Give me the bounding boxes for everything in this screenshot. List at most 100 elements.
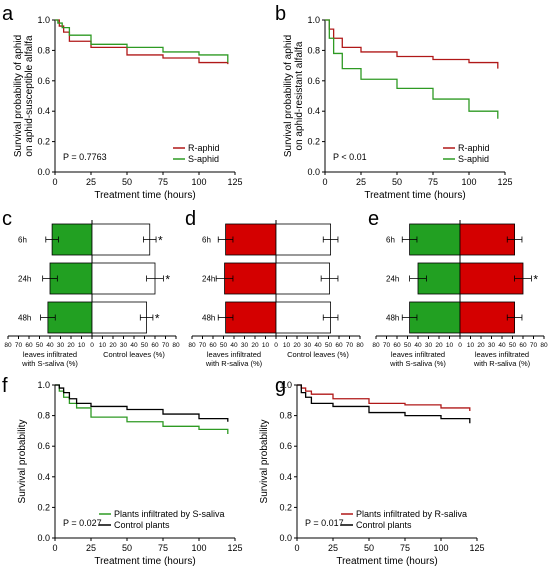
y-tick-label: 1.0	[307, 15, 320, 25]
legend-label: Control plants	[114, 520, 170, 530]
x-tick-label: 70	[530, 342, 538, 349]
x-tick-label: 125	[469, 543, 484, 553]
x-tick-label: 50	[36, 342, 44, 349]
series-line-black	[297, 384, 471, 424]
y-tick-label: 1.0	[279, 380, 292, 390]
category-label: 48h	[202, 314, 215, 323]
y-tick-label: 0.0	[307, 167, 320, 177]
right-axis-label-line1: leaves infiltrated	[475, 350, 529, 359]
survival-chart-a: 0 25 50 75 100 125 0.0 0.2 0.4 0.6 0.8 1.0 Treatment…	[13, 15, 243, 201]
x-tick-label: 100	[461, 177, 476, 187]
x-tick-label: 10	[78, 342, 86, 349]
bar-left	[225, 223, 277, 256]
x-axis-label: Treatment time (hours)	[336, 556, 437, 567]
x-tick-label: 80	[188, 342, 196, 349]
x-tick-label: 70	[199, 342, 207, 349]
p-value-annotation: P = 0.027	[63, 518, 102, 528]
x-tick-label: 40	[314, 342, 322, 349]
x-tick-label: 50	[220, 342, 228, 349]
legend-label: S-aphid	[458, 154, 489, 164]
panel-label-c: c	[2, 208, 12, 230]
x-tick-label: 30	[425, 342, 433, 349]
x-tick-label: 20	[477, 342, 485, 349]
legend-label: Plants infiltrated by R-saliva	[356, 509, 467, 519]
x-tick-label: 25	[356, 177, 366, 187]
x-tick-label: 50	[404, 342, 412, 349]
bar-right	[459, 223, 515, 256]
x-tick-label: 0	[90, 342, 94, 349]
x-tick-label: 75	[400, 543, 410, 553]
category-label: 6h	[202, 236, 211, 245]
series-line-green	[55, 19, 229, 63]
y-tick-label: 0.2	[37, 502, 50, 512]
x-tick-label: 80	[356, 342, 364, 349]
y-tick-label: 0.8	[37, 411, 50, 421]
panel-label-f: f	[2, 375, 8, 397]
x-tick-label: 10	[467, 342, 475, 349]
y-tick-label: 0.4	[279, 472, 292, 482]
y-tick-label: 0.4	[37, 106, 50, 116]
x-tick-label: 80	[372, 342, 380, 349]
x-tick-label: 100	[191, 543, 206, 553]
category-label: 48h	[386, 314, 399, 323]
category-label: 6h	[386, 236, 395, 245]
x-axis-label: Treatment time (hours)	[364, 190, 465, 201]
bar-right	[275, 223, 331, 256]
x-tick-label: 20	[251, 342, 259, 349]
y-tick-label: 0.4	[37, 472, 50, 482]
bar-left	[409, 301, 461, 334]
y-tick-label: 0.8	[279, 411, 292, 421]
legend-label: R-aphid	[458, 143, 490, 153]
legend-label: Plants infiltrated by S-saliva	[114, 509, 225, 519]
x-tick-label: 0	[274, 342, 278, 349]
x-tick-label: 50	[122, 177, 132, 187]
bar-right	[91, 223, 151, 256]
x-tick-label: 60	[209, 342, 217, 349]
survival-chart-b: 0 25 50 75 100 125 0.0 0.2 0.4 0.6 0.8 1.0 Treatment…	[283, 15, 513, 201]
panel-label-a: a	[2, 3, 14, 25]
x-tick-label: 40	[130, 342, 138, 349]
panel-label-d: d	[185, 208, 196, 230]
p-value-annotation: P < 0.01	[333, 152, 367, 162]
x-tick-label: 50	[509, 342, 517, 349]
y-tick-label: 0.0	[37, 167, 50, 177]
bar-right	[275, 262, 330, 295]
significance-star: *	[155, 312, 160, 326]
x-tick-label: 70	[383, 342, 391, 349]
left-axis-label-line1: leaves infiltrated	[391, 350, 445, 359]
y-axis-label-line2: on aphid-resistant alfalfa	[294, 41, 305, 150]
y-tick-label: 0.2	[279, 502, 292, 512]
x-tick-label: 80	[4, 342, 12, 349]
y-tick-label: 0.0	[37, 533, 50, 543]
y-axis-label-line2: on aphid-susceptible alfalfa	[24, 35, 35, 157]
x-tick-label: 25	[86, 543, 96, 553]
x-tick-label: 30	[57, 342, 65, 349]
y-tick-label: 0.2	[307, 137, 320, 147]
y-axis-label: Survival probability	[17, 420, 28, 504]
category-label: 24h	[18, 275, 31, 284]
x-tick-label: 75	[428, 177, 438, 187]
x-tick-label: 40	[46, 342, 54, 349]
x-tick-label: 20	[435, 342, 443, 349]
series-line-red	[55, 19, 229, 65]
p-value-annotation: P = 0.7763	[63, 152, 107, 162]
right-axis-label-line1: Control leaves (%)	[287, 350, 349, 359]
right-axis-label-line1: Control leaves (%)	[103, 350, 165, 359]
bar-left	[225, 301, 277, 334]
x-tick-label: 50	[364, 543, 374, 553]
x-tick-label: 20	[67, 342, 75, 349]
x-tick-label: 75	[158, 177, 168, 187]
x-tick-label: 80	[172, 342, 180, 349]
y-tick-label: 0.6	[37, 76, 50, 86]
x-tick-label: 60	[519, 342, 527, 349]
series-line-green	[325, 19, 499, 119]
bar-right	[459, 301, 515, 334]
bar-right	[459, 262, 524, 295]
legend-label: Control plants	[356, 520, 412, 530]
x-tick-label: 0	[52, 543, 57, 553]
category-label: 24h	[202, 275, 215, 284]
bar-chart-d: 80 70 60 50 40 30 20 10 0 10 20 30 40 50 60 70 806h24h48…	[188, 220, 364, 368]
right-axis-label-line2: with R-saliva (%)	[473, 359, 531, 368]
left-axis-label-line1: leaves infiltrated	[207, 350, 261, 359]
